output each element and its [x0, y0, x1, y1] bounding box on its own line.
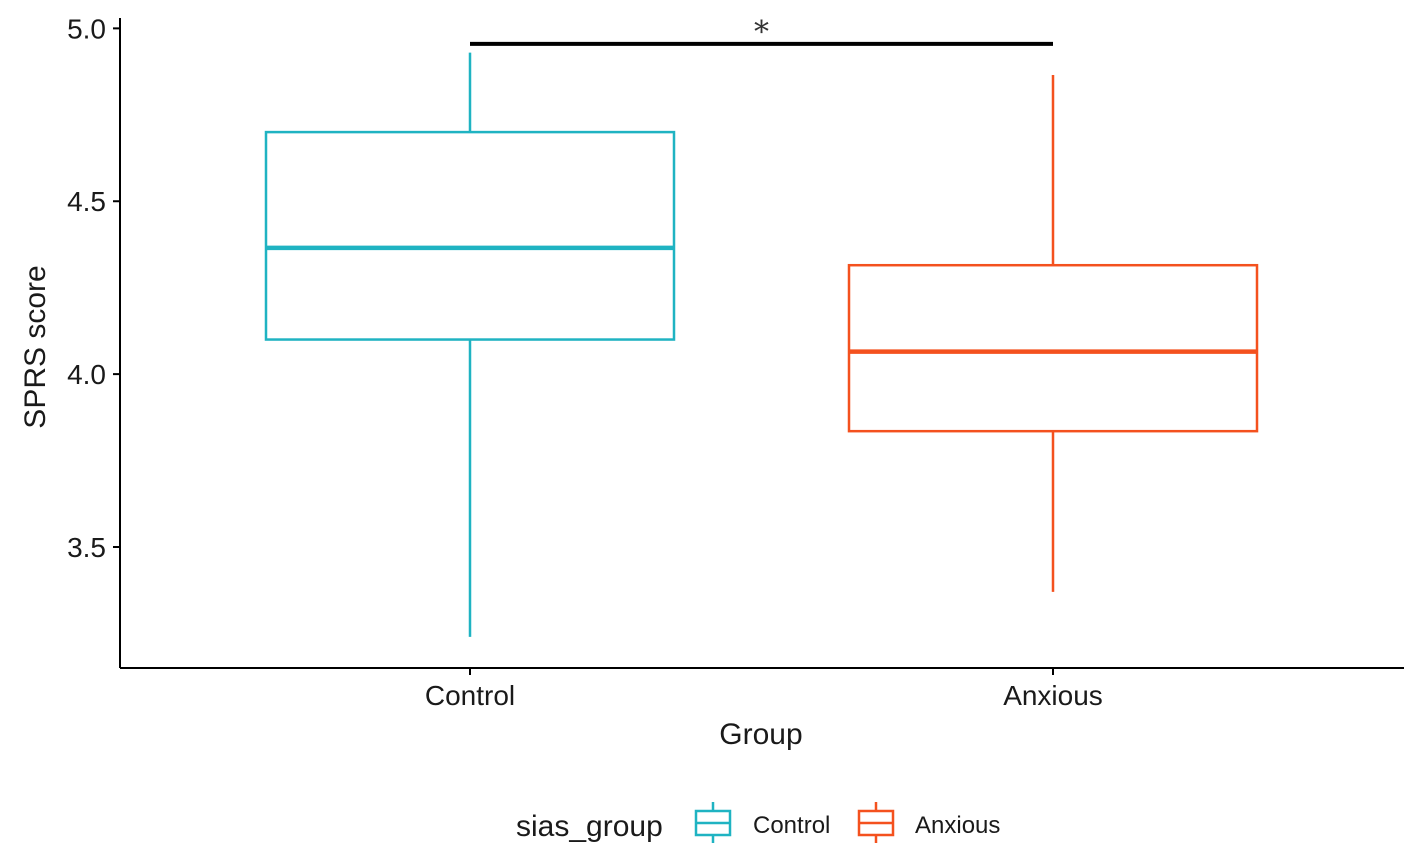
legend-title: sias_group — [516, 810, 663, 843]
y-axis-title: SPRS score — [19, 265, 52, 428]
plot-area: * — [264, 15, 1259, 637]
y-tick-label: 4.5 — [67, 186, 106, 217]
legend-key-control — [694, 802, 732, 843]
y-tick-label: 5.0 — [67, 13, 106, 44]
box-control — [264, 52, 676, 637]
legend-label-anxious: Anxious — [915, 812, 1000, 839]
significance-label: * — [754, 15, 769, 50]
x-tick-label: Anxious — [1003, 680, 1103, 711]
legend-key-anxious — [857, 802, 895, 843]
axes: 3.5 4.0 4.5 5.0 Control Anxious — [67, 13, 1404, 711]
iqr-box-control — [264, 130, 676, 341]
x-tick-label: Control — [425, 680, 515, 711]
iqr-box-anxious — [847, 263, 1259, 433]
legend: sias_group Control Anxious — [516, 802, 1000, 843]
y-tick-label: 4.0 — [67, 359, 106, 390]
y-tick-label: 3.5 — [67, 532, 106, 563]
legend-label-control: Control — [753, 812, 830, 839]
x-axis-title: Group — [719, 718, 802, 751]
box-anxious — [847, 75, 1259, 592]
